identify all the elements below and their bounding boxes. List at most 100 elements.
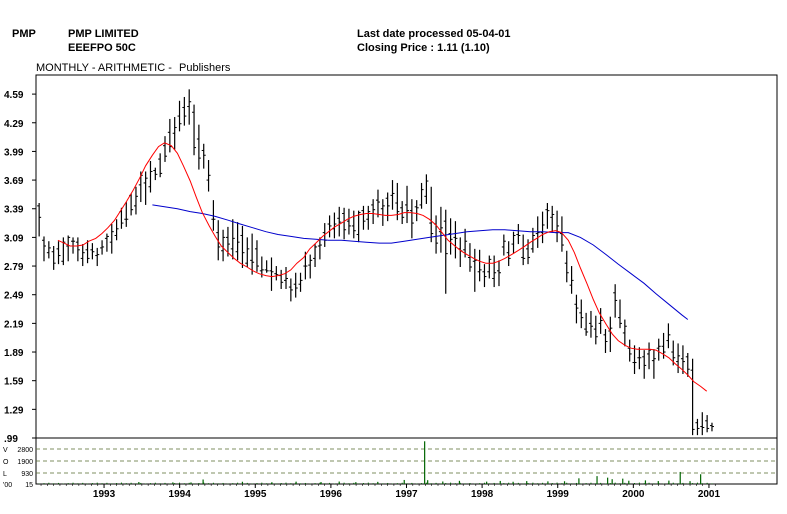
price-bar xyxy=(182,96,187,126)
price-bar xyxy=(516,224,521,245)
price-bar xyxy=(496,260,501,287)
price-bar xyxy=(254,240,259,272)
price-bar xyxy=(579,299,584,329)
price-bar xyxy=(100,240,105,255)
price-bar xyxy=(511,231,516,254)
price-bar xyxy=(317,237,322,260)
price-bar xyxy=(192,104,197,156)
price-bar xyxy=(206,160,211,192)
x-tick-label: 1998 xyxy=(471,489,494,500)
price-bar xyxy=(163,136,168,162)
price-bar xyxy=(37,203,42,237)
price-bar xyxy=(458,237,463,268)
price-bar xyxy=(133,186,138,215)
price-bar xyxy=(371,199,376,225)
moving-average-long-line xyxy=(152,204,689,320)
price-bar xyxy=(574,294,579,324)
price-bar xyxy=(342,207,347,240)
price-bar xyxy=(366,205,371,230)
price-bar xyxy=(559,216,564,252)
price-bar xyxy=(700,412,705,436)
price-bar xyxy=(405,185,410,224)
price-bar xyxy=(395,182,400,221)
volume-tick-label: 930 xyxy=(21,471,33,478)
y-tick-label: 2.19 xyxy=(4,319,24,330)
volume-tick-label: 1900 xyxy=(17,459,33,466)
y-tick-label: 2.79 xyxy=(4,262,24,273)
price-bar xyxy=(434,215,439,254)
plot-frame xyxy=(35,74,778,485)
price-bar xyxy=(409,199,414,239)
price-bar xyxy=(158,153,163,178)
x-tick-label: 1997 xyxy=(395,489,418,500)
price-bar xyxy=(303,251,308,280)
price-bar xyxy=(95,247,100,267)
price-bar xyxy=(618,299,623,329)
price-bar xyxy=(288,278,293,302)
price-bar xyxy=(438,206,443,253)
price-bar xyxy=(221,229,226,262)
price-bar xyxy=(545,203,550,229)
price-bar xyxy=(216,220,221,261)
price-bar xyxy=(245,237,250,268)
price-bar xyxy=(46,241,51,259)
price-bar xyxy=(666,323,671,349)
price-bar xyxy=(709,422,714,432)
price-bar xyxy=(284,267,289,289)
price-bar xyxy=(637,347,642,370)
y-tick-label: 1.59 xyxy=(4,377,24,388)
price-bar xyxy=(487,255,492,279)
volume-tick-label: 2800 xyxy=(17,447,33,454)
price-bar xyxy=(356,210,361,243)
price-bar xyxy=(41,236,46,262)
volume-axis-letter: '00 xyxy=(3,482,12,489)
price-bar xyxy=(269,257,274,291)
price-bar xyxy=(400,201,405,225)
volume-axis-letter: O xyxy=(3,459,9,466)
price-bar xyxy=(332,212,337,239)
price-bar xyxy=(424,174,429,204)
price-bar xyxy=(225,226,230,257)
y-tick-label: 3.39 xyxy=(4,205,24,216)
moving-average-short-line xyxy=(57,142,708,392)
price-bar xyxy=(598,308,603,334)
y-tick-label: .99 xyxy=(4,434,18,445)
price-bars-group xyxy=(37,89,714,436)
price-bar xyxy=(506,241,511,267)
price-bar xyxy=(656,338,661,361)
price-bar xyxy=(501,234,506,256)
price-bar xyxy=(613,284,618,318)
x-tick-label: 1995 xyxy=(244,489,267,500)
price-bar xyxy=(685,352,690,377)
price-bar xyxy=(279,269,284,289)
price-bar xyxy=(477,249,482,282)
y-tick-label: 1.29 xyxy=(4,405,24,416)
price-bar xyxy=(187,89,192,125)
price-bar xyxy=(51,245,56,270)
price-bar xyxy=(584,312,589,336)
price-bar xyxy=(80,244,85,267)
price-bar xyxy=(114,219,119,241)
price-bar xyxy=(66,235,71,262)
company-name: PMP LIMITED xyxy=(68,28,139,40)
price-bar xyxy=(472,248,477,292)
price-bar xyxy=(56,241,61,265)
price-bar xyxy=(419,182,424,209)
x-tick-label: 1993 xyxy=(93,489,116,500)
price-bar xyxy=(230,219,235,260)
volume-axis-letter: V xyxy=(3,447,8,454)
price-bar xyxy=(540,211,545,244)
price-bar xyxy=(75,237,80,262)
price-bar xyxy=(603,329,608,353)
price-bar xyxy=(463,228,468,258)
price-bar xyxy=(235,222,240,261)
y-tick-label: 4.29 xyxy=(4,119,24,130)
price-bar xyxy=(651,349,656,379)
price-bar xyxy=(380,199,385,226)
price-bar xyxy=(61,237,66,266)
ticker-symbol: PMP xyxy=(12,28,36,40)
price-bar xyxy=(148,160,153,193)
price-bar xyxy=(201,143,206,169)
price-bar xyxy=(274,266,279,281)
